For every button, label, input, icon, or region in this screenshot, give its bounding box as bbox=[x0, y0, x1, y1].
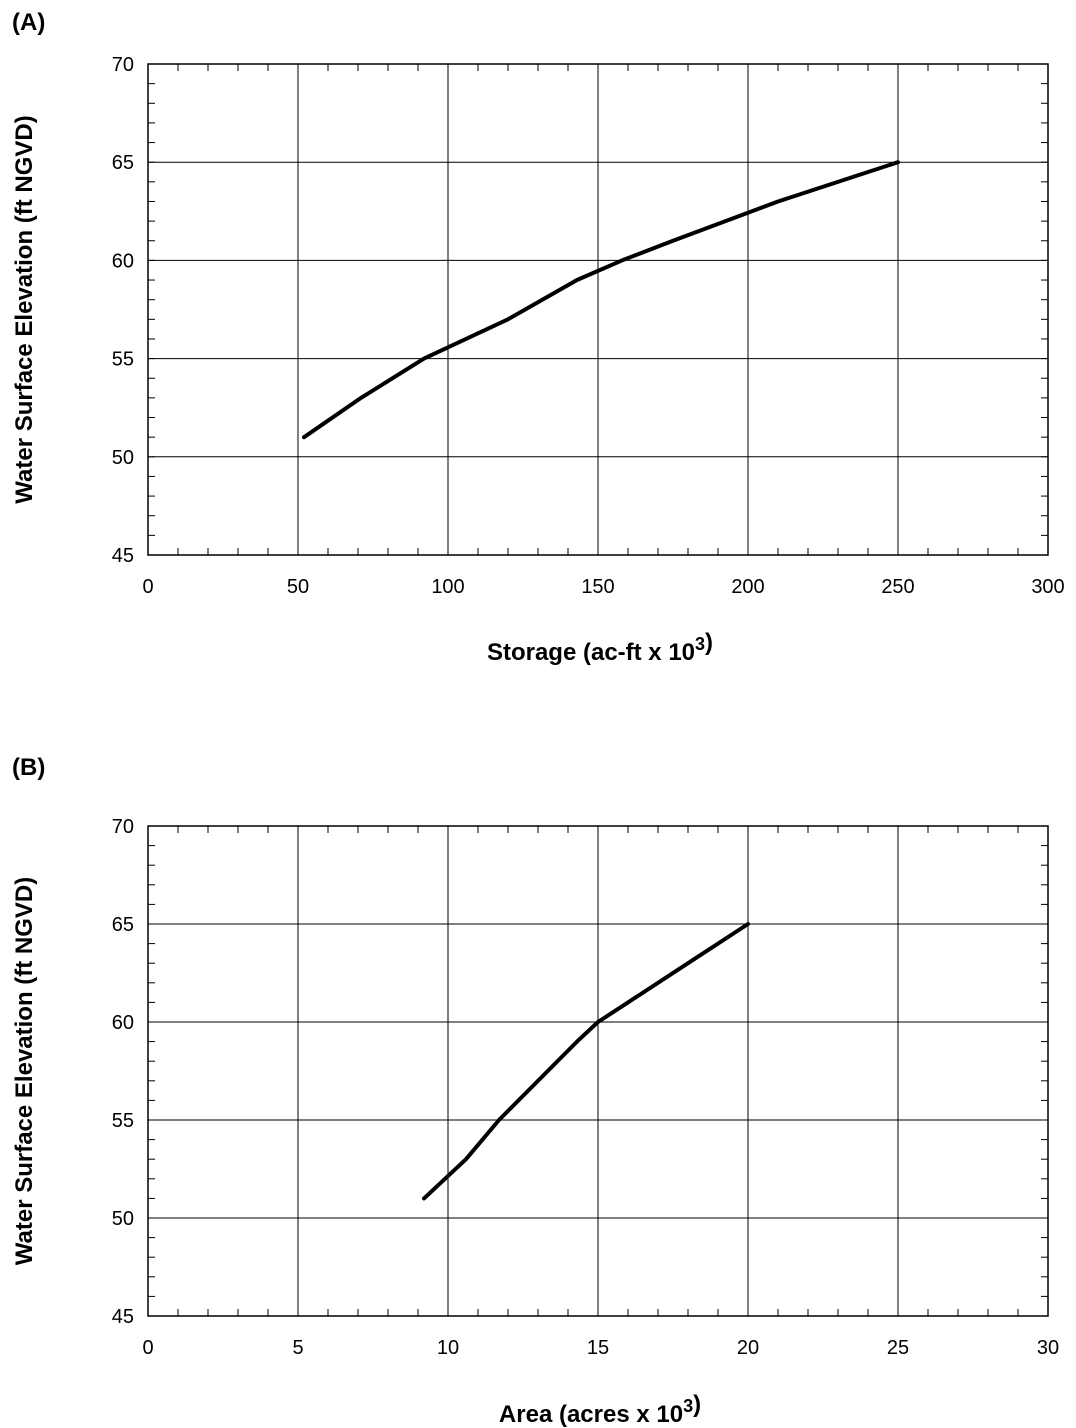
y-tick-label: 50 bbox=[112, 447, 134, 469]
x-tick-label: 50 bbox=[287, 576, 309, 598]
x-tick-label: 100 bbox=[431, 576, 464, 598]
x-tick-label: 30 bbox=[1037, 1337, 1059, 1359]
x-axis-title: Area (acres x 103) bbox=[499, 1391, 701, 1428]
x-axis-title: Storage (ac-ft x 103) bbox=[487, 629, 713, 666]
x-axis-title-close: ) bbox=[693, 1391, 701, 1418]
y-axis-title: Water Surface Elevation (ft NGVD) bbox=[11, 877, 38, 1266]
chart-panel: (B) 0 5 10 15 20 25 30 45 50 55 60 65 70 Area (acres x… bbox=[11, 754, 1059, 1428]
x-tick-label: 20 bbox=[737, 1337, 759, 1359]
x-tick-label: 10 bbox=[437, 1337, 459, 1359]
plot-frame bbox=[147, 825, 1049, 1317]
x-axis-title-main: Storage (ac-ft x 10 bbox=[487, 639, 695, 666]
y-tick-label: 65 bbox=[112, 914, 134, 936]
x-tick-label: 300 bbox=[1031, 576, 1064, 598]
x-axis-title-close: ) bbox=[705, 629, 713, 656]
x-tick-label: 250 bbox=[881, 576, 914, 598]
x-tick-label: 15 bbox=[587, 1337, 609, 1359]
y-tick-label: 65 bbox=[112, 152, 134, 174]
x-tick-label: 25 bbox=[887, 1337, 909, 1359]
plot-frame bbox=[147, 63, 1049, 556]
x-axis-title-superscript: 3 bbox=[695, 634, 705, 654]
x-axis-title-superscript: 3 bbox=[683, 1396, 693, 1416]
x-tick-label: 0 bbox=[142, 576, 153, 598]
series-line bbox=[302, 160, 900, 440]
y-tick-label: 70 bbox=[112, 54, 134, 76]
series-line bbox=[422, 922, 750, 1201]
panel-label: (A) bbox=[12, 9, 45, 36]
panel-label: (B) bbox=[12, 754, 45, 781]
x-tick-label: 200 bbox=[731, 576, 764, 598]
x-tick-label: 150 bbox=[581, 576, 614, 598]
y-tick-label: 50 bbox=[112, 1208, 134, 1230]
y-tick-label: 55 bbox=[112, 349, 134, 371]
y-tick-label: 55 bbox=[112, 1110, 134, 1132]
y-tick-label: 60 bbox=[112, 250, 134, 272]
x-tick-label: 0 bbox=[142, 1337, 153, 1359]
y-axis-title: Water Surface Elevation (ft NGVD) bbox=[11, 115, 38, 504]
y-tick-label: 60 bbox=[112, 1012, 134, 1034]
y-tick-label: 45 bbox=[112, 1306, 134, 1328]
x-axis-title-main: Area (acres x 10 bbox=[499, 1401, 683, 1428]
x-tick-label: 5 bbox=[292, 1337, 303, 1359]
y-tick-label: 45 bbox=[112, 545, 134, 567]
y-tick-label: 70 bbox=[112, 816, 134, 838]
chart-panel: (A) 0 50 100 150 200 250 300 45 50 55 60 65 70 Storage… bbox=[11, 9, 1065, 666]
